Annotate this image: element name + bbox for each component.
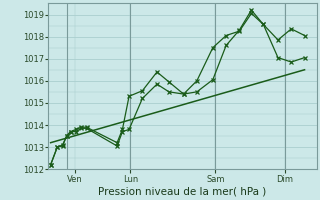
- X-axis label: Pression niveau de la mer( hPa ): Pression niveau de la mer( hPa ): [98, 187, 266, 197]
